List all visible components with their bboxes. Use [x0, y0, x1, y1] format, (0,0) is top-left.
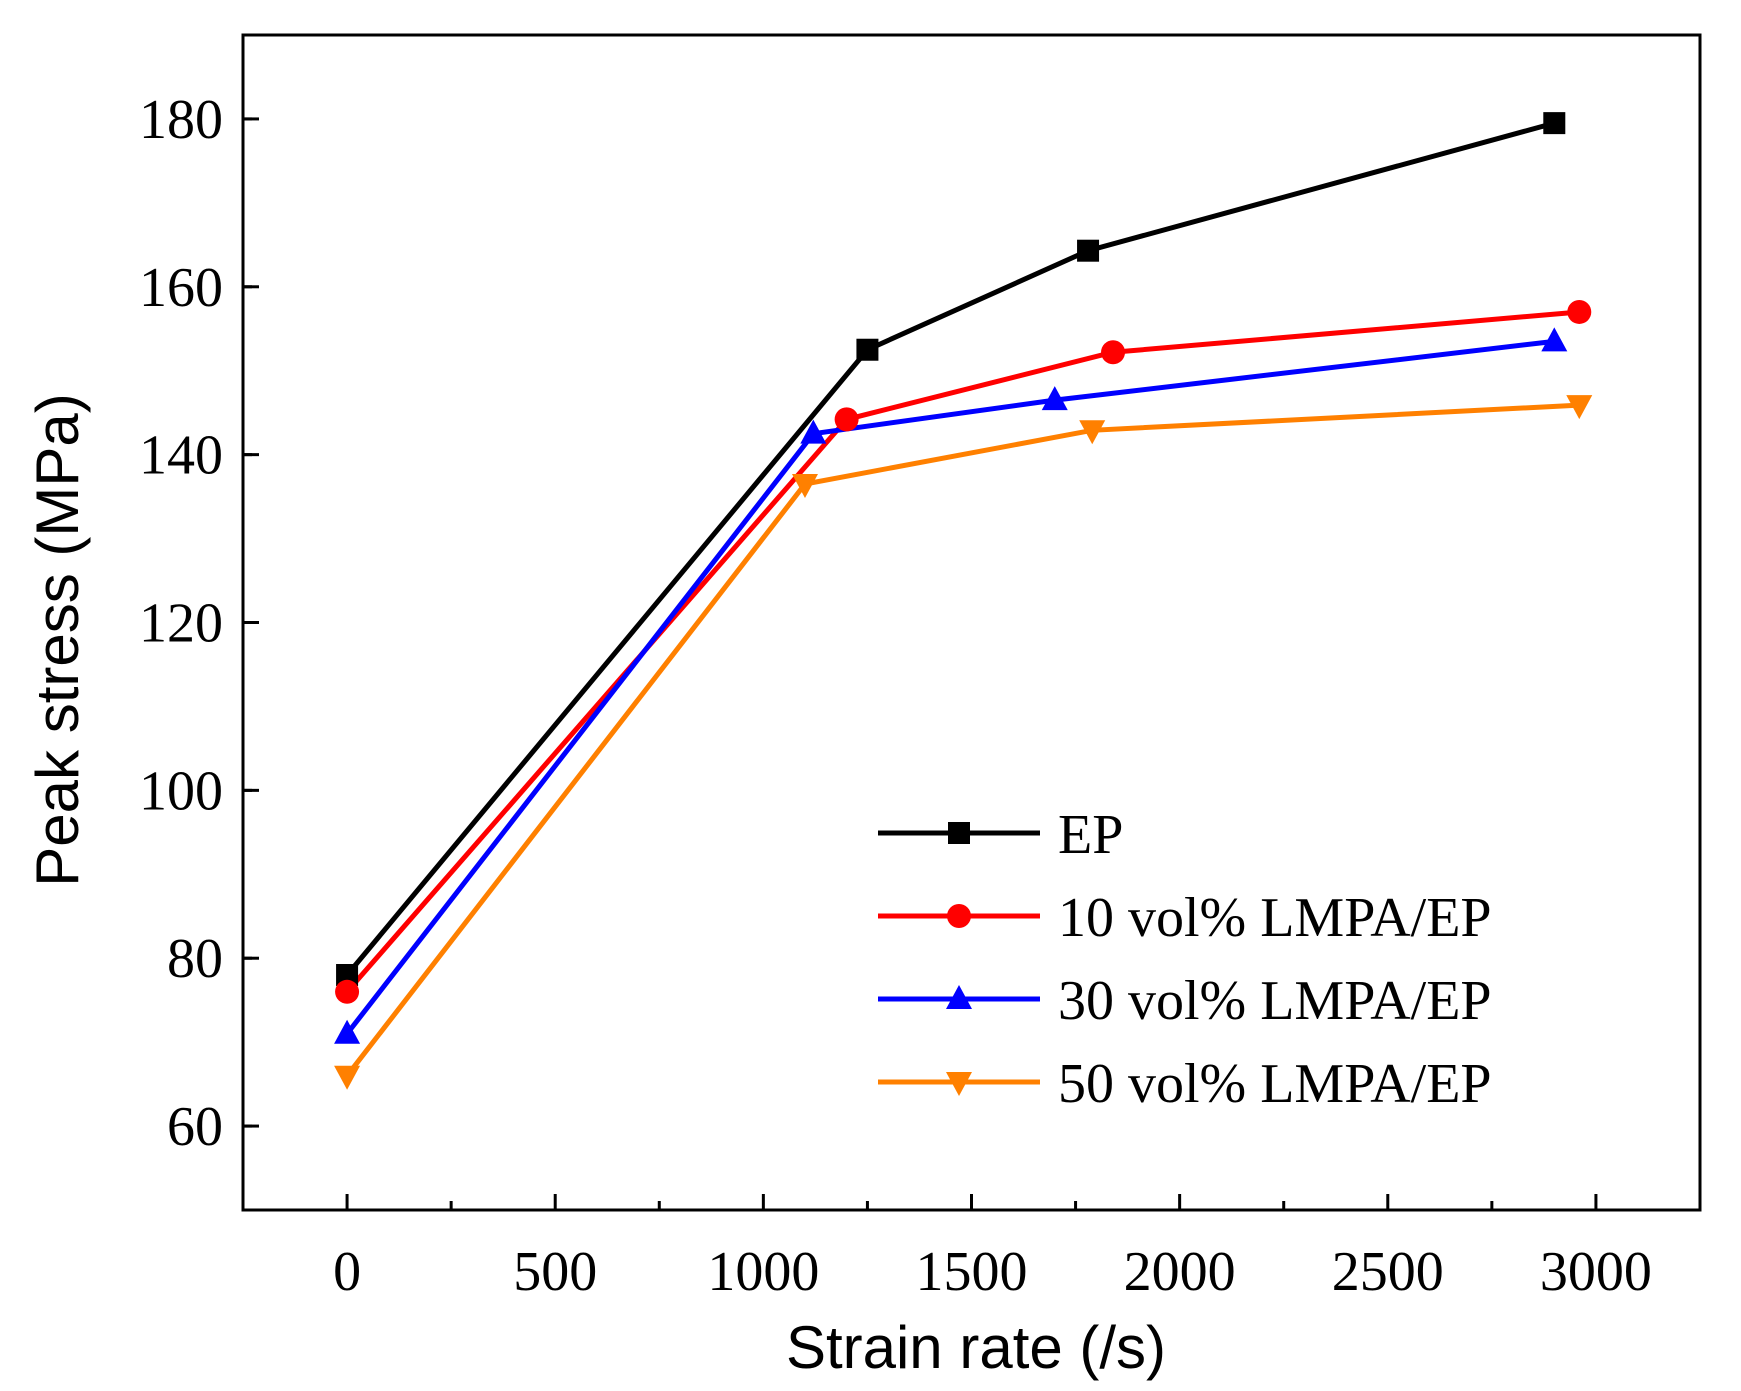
x-tick-label: 1000 — [707, 1241, 819, 1303]
x-tick-label: 1500 — [916, 1241, 1028, 1303]
legend-label-3: 50 vol% LMPA/EP — [1058, 1053, 1492, 1115]
x-tick-label: 0 — [333, 1241, 361, 1303]
series-0-point — [1077, 239, 1100, 262]
legend-label-0: EP — [1058, 804, 1123, 866]
series-1-point — [1567, 299, 1592, 324]
y-tick-label: 140 — [139, 425, 223, 487]
y-tick-label: 120 — [139, 593, 223, 655]
legend-marker-3 — [946, 1072, 972, 1096]
legend-marker-0 — [948, 822, 970, 844]
series-line-0 — [345, 120, 1555, 977]
series-line-1 — [345, 309, 1580, 994]
x-tick-label: 2000 — [1124, 1241, 1236, 1303]
series-2-point — [1541, 327, 1568, 352]
legend-marker-2 — [946, 985, 972, 1009]
series-3-point — [1566, 395, 1593, 420]
series-line-3 — [345, 402, 1580, 1078]
y-tick-label: 100 — [139, 760, 223, 822]
series-2-point — [1041, 386, 1068, 411]
y-tick-label: 60 — [167, 1096, 223, 1158]
plot-frame — [241, 33, 1702, 1212]
series-3-point — [791, 474, 818, 499]
x-tick-label: 3000 — [1540, 1241, 1652, 1303]
x-tick-label: 2500 — [1332, 1241, 1444, 1303]
legend-label-1: 10 vol% LMPA/EP — [1058, 887, 1492, 949]
y-tick-label: 160 — [139, 257, 223, 319]
y-tick-label: 80 — [167, 928, 223, 990]
x-tick-label: 500 — [513, 1241, 597, 1303]
y-tick-label: 180 — [139, 89, 223, 151]
series-2-point — [800, 419, 827, 444]
series-3-point — [334, 1065, 361, 1090]
series-0-point — [336, 964, 359, 986]
series-1-point — [834, 407, 859, 432]
series-0-point — [856, 338, 879, 361]
legend-label-2: 30 vol% LMPA/EP — [1058, 970, 1492, 1032]
series-1-point — [1101, 340, 1126, 365]
series-1-point — [335, 979, 360, 1004]
series-0-point — [1543, 112, 1566, 135]
y-axis-title: Peak stress (MPa) — [24, 393, 91, 886]
x-axis-title: Strain rate (/s) — [786, 1314, 1166, 1381]
series-line-2 — [345, 338, 1555, 1036]
series-3-point — [1079, 420, 1106, 445]
series-2-point — [334, 1019, 361, 1044]
legend-marker-1 — [947, 904, 971, 928]
